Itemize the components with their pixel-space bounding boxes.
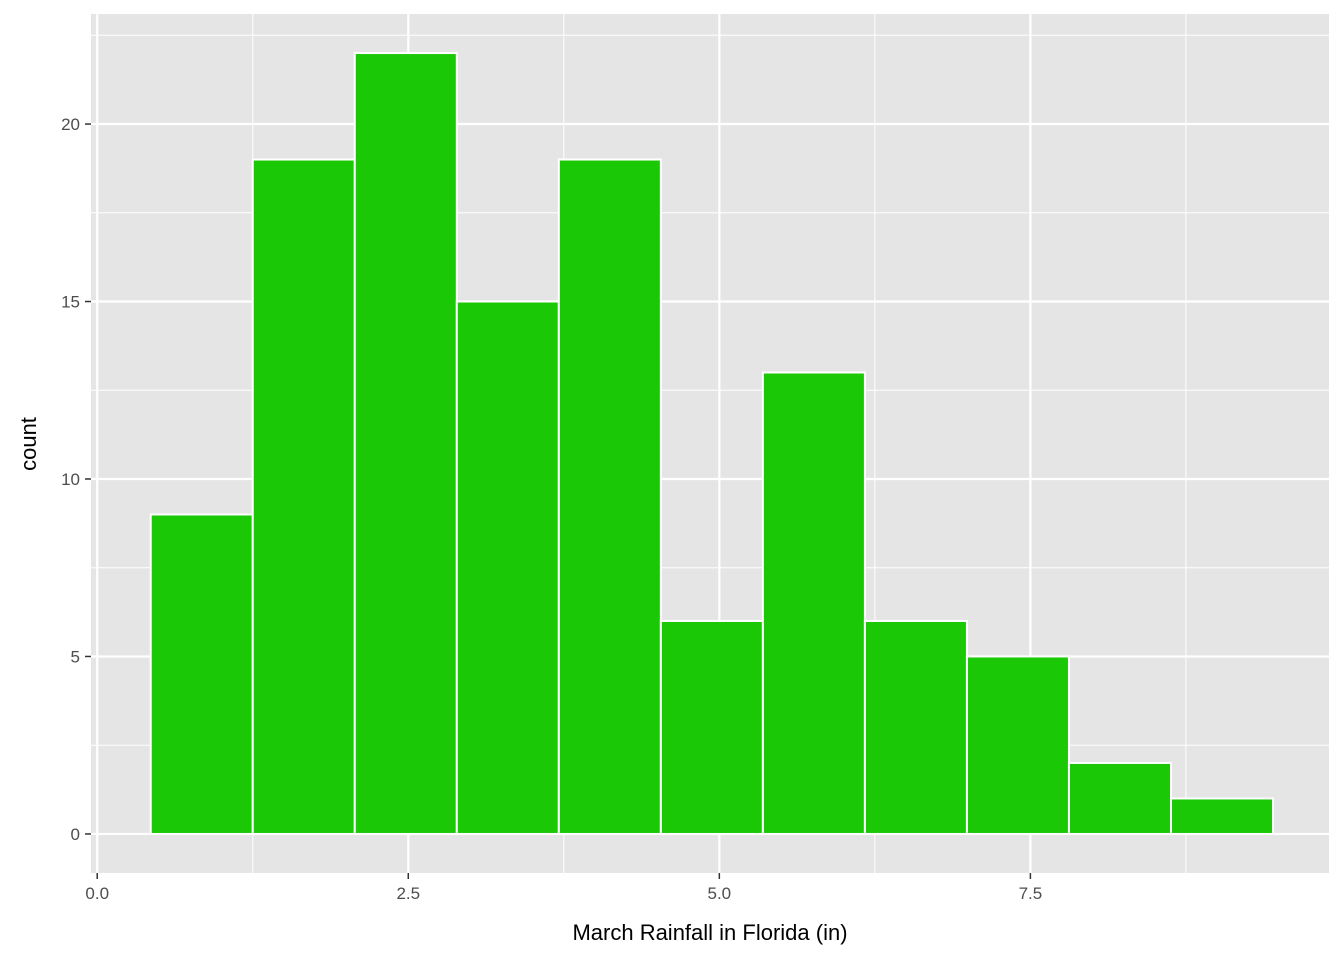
histogram-bar <box>761 371 866 835</box>
x-tick-label: 5.0 <box>708 884 732 903</box>
x-axis-title: March Rainfall in Florida (in) <box>572 920 847 945</box>
y-tick-label: 5 <box>71 647 80 666</box>
x-axis: 0.0 2.5 5.0 7.5 <box>85 873 1042 903</box>
y-axis-title: count <box>16 417 41 471</box>
histogram-bar <box>251 158 356 835</box>
y-tick-label: 10 <box>61 470 80 489</box>
y-axis: 0 5 10 15 20 <box>61 115 91 844</box>
histogram-bars <box>149 52 1275 835</box>
histogram-bar <box>557 158 662 835</box>
histogram-bar <box>353 52 458 835</box>
histogram-bar <box>1169 797 1275 835</box>
x-tick-label: 2.5 <box>396 884 420 903</box>
histogram-bar <box>659 619 764 835</box>
histogram-bar <box>863 619 968 835</box>
x-tick-label: 7.5 <box>1019 884 1043 903</box>
y-tick-label: 0 <box>71 825 80 844</box>
histogram-bar <box>1067 761 1172 835</box>
histogram-bar <box>455 300 560 835</box>
histogram-bar <box>149 513 254 835</box>
y-tick-label: 15 <box>61 293 80 312</box>
y-tick-label: 20 <box>61 115 80 134</box>
x-tick-label: 0.0 <box>85 884 109 903</box>
histogram-bar <box>965 655 1070 835</box>
